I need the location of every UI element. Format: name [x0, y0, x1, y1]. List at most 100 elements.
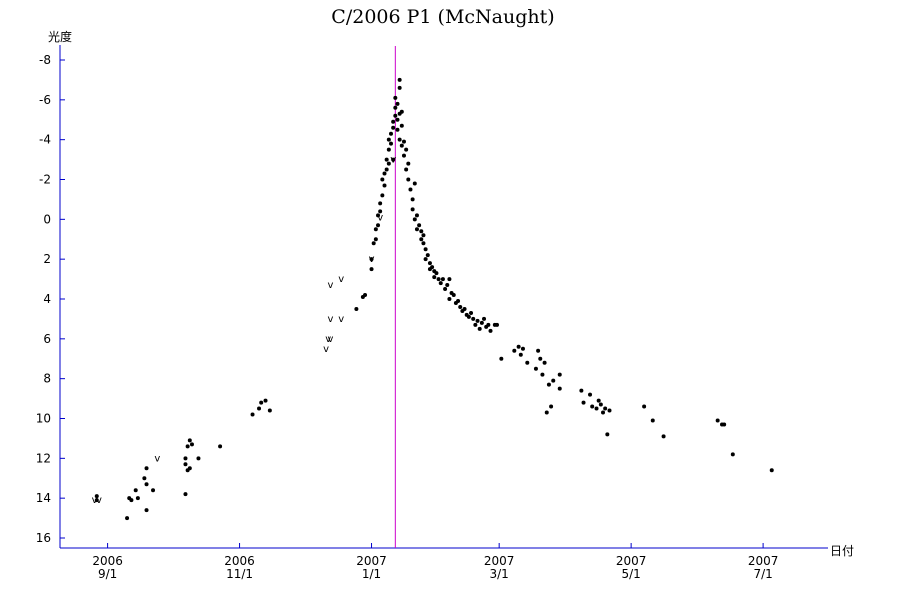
- data-point: [421, 233, 426, 238]
- data-point: [408, 187, 413, 192]
- data-point: [395, 127, 400, 132]
- data-point: [495, 322, 500, 327]
- data-point: [404, 147, 409, 152]
- data-point: [380, 193, 385, 198]
- data-point: [479, 320, 484, 325]
- data-point: [598, 402, 603, 407]
- y-tick-label: 2: [43, 252, 51, 266]
- data-point: [393, 113, 398, 118]
- data-point: [642, 404, 647, 409]
- y-axis-title: 光度: [48, 29, 72, 44]
- data-point: [414, 227, 419, 232]
- data-point: [125, 516, 130, 521]
- data-point: [376, 223, 381, 228]
- data-point: [144, 482, 149, 487]
- data-point: [436, 277, 441, 282]
- data-point: [557, 386, 562, 391]
- data-point: [94, 494, 99, 499]
- data-point: [183, 456, 188, 461]
- data-point: [520, 346, 525, 351]
- data-point: [384, 157, 389, 162]
- data-point: [151, 488, 156, 493]
- data-point: [650, 418, 655, 423]
- data-point: [397, 137, 402, 142]
- x-axis-ticks: 20069/1200611/120071/120073/120075/12007…: [92, 543, 778, 581]
- data-point: [488, 328, 493, 333]
- data-point: [538, 356, 543, 361]
- data-point: [607, 408, 612, 413]
- data-point: [259, 400, 264, 405]
- data-point: [399, 143, 404, 148]
- data-point: [546, 382, 551, 387]
- data-point: [373, 237, 378, 242]
- data-point: [386, 137, 391, 142]
- data-point: [196, 456, 201, 461]
- data-point: [142, 476, 147, 481]
- y-tick-label: 0: [43, 212, 51, 226]
- y-tick-label: 10: [36, 412, 51, 426]
- y-tick-label: 12: [36, 451, 51, 465]
- data-point: [551, 378, 556, 383]
- data-point: [406, 161, 411, 166]
- data-point: [438, 281, 443, 286]
- data-point: [477, 326, 482, 331]
- data-point: [722, 422, 727, 427]
- y-tick-label: 14: [36, 491, 51, 505]
- x-tick-year: 2006: [92, 554, 123, 568]
- y-axis-ticks: 16 14 12 10 8 6 4 2 0 -2 -4 -6 -8: [36, 53, 65, 545]
- data-point: [661, 434, 666, 439]
- x-tick-year: 2007: [356, 554, 387, 568]
- x-tick-year: 2007: [616, 554, 647, 568]
- data-point: [397, 77, 402, 82]
- data-point: [388, 131, 393, 136]
- data-point: [458, 304, 463, 309]
- upper-limit-mark: v: [323, 344, 329, 355]
- chart-title: C/2006 P1 (McNaught): [331, 6, 554, 28]
- upper-limit-mark: v: [154, 453, 160, 464]
- data-point: [471, 316, 476, 321]
- data-point: [475, 318, 480, 323]
- data-point: [486, 322, 491, 327]
- x-tick-label: 9/1: [98, 567, 117, 581]
- upper-limit-mark: v: [338, 314, 344, 325]
- y-tick-label: -6: [39, 93, 51, 107]
- data-point: [482, 316, 487, 321]
- upper-limit-mark: v: [325, 334, 331, 345]
- data-point: [257, 406, 262, 411]
- data-point: [250, 412, 255, 417]
- data-point: [369, 267, 374, 272]
- data-point: [525, 360, 530, 365]
- data-point: [404, 167, 409, 172]
- upper-limit-mark: v: [327, 334, 333, 345]
- data-point: [406, 177, 411, 182]
- upper-limit-mark: v: [327, 314, 333, 325]
- data-point: [427, 261, 432, 266]
- data-point: [417, 223, 422, 228]
- data-point: [549, 404, 554, 409]
- data-point: [391, 157, 396, 162]
- observation-points: [94, 77, 774, 521]
- data-point: [516, 344, 521, 349]
- x-axis-title: 日付: [830, 544, 854, 558]
- data-point: [769, 468, 774, 473]
- data-point: [542, 360, 547, 365]
- data-point: [447, 277, 452, 282]
- upper-limit-mark: v: [377, 212, 383, 223]
- data-point: [185, 444, 190, 449]
- data-point: [135, 496, 140, 501]
- data-point: [218, 444, 223, 449]
- data-point: [399, 123, 404, 128]
- data-point: [518, 352, 523, 357]
- x-tick-year: 2007: [484, 554, 515, 568]
- data-point: [421, 241, 426, 246]
- data-point: [410, 197, 415, 202]
- data-point: [447, 297, 452, 301]
- y-tick-label: 6: [43, 332, 51, 346]
- data-point: [419, 237, 424, 242]
- data-point: [391, 119, 396, 124]
- data-point: [557, 372, 562, 377]
- data-point: [129, 498, 134, 503]
- data-point: [581, 400, 586, 405]
- data-point: [451, 293, 456, 298]
- data-point: [432, 275, 437, 280]
